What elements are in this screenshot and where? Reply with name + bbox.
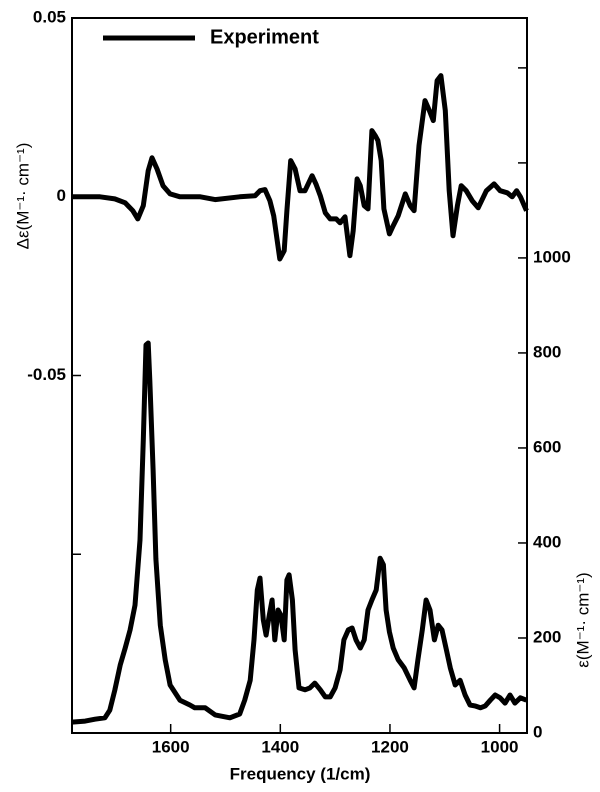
y-tick-label: -0.05 [27, 365, 66, 384]
x-tick-label: 1000 [481, 737, 519, 756]
y2-tick-label: 1000 [533, 247, 571, 266]
y-tick-label: 0.05 [33, 7, 66, 26]
plot-frame [71, 17, 528, 734]
y2-tick-label: 0 [533, 722, 542, 741]
y2-tick-label: 400 [533, 532, 561, 551]
x-tick-label: 1200 [371, 737, 409, 756]
x-tick-label: 1400 [261, 737, 299, 756]
y2-tick-label: 800 [533, 342, 561, 361]
spectrum-line [71, 340, 528, 725]
y2-axis-label: ε(M⁻¹· cm⁻¹) [573, 572, 592, 667]
y2-tick-label: 600 [533, 437, 561, 456]
x-axis-label: Frequency (1/cm) [230, 764, 371, 783]
legend-label: Experiment [210, 26, 319, 48]
y-axis-label: Δε(M⁻¹· cm⁻¹) [13, 143, 32, 250]
y2-tick-label: 200 [533, 627, 561, 646]
y-tick-label: 0 [57, 186, 66, 205]
x-tick-label: 1600 [152, 737, 190, 756]
spectrum-line [72, 73, 529, 262]
